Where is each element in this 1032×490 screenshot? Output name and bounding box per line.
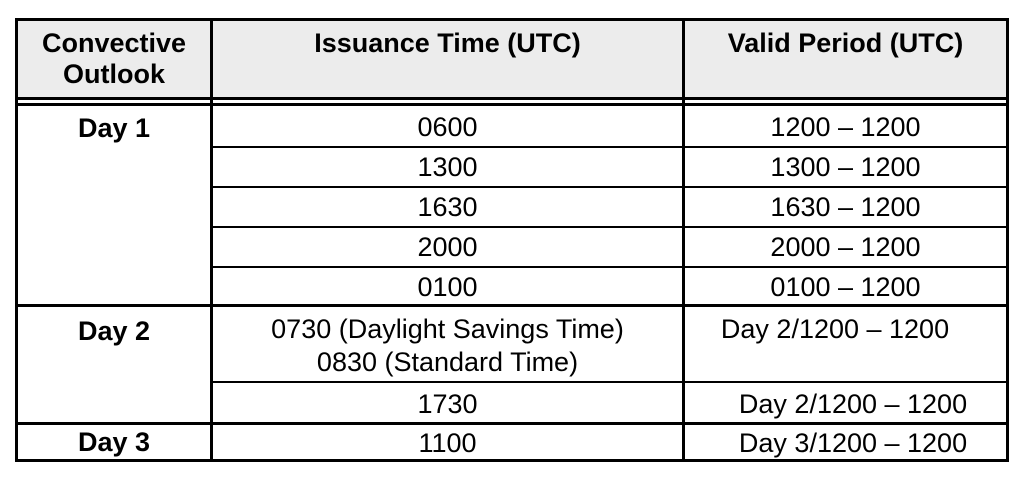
issuance-cell: 0600 <box>417 112 478 142</box>
row-divider <box>213 381 1006 383</box>
header-divider <box>18 97 1006 100</box>
header-valid-period: Valid Period (UTC) <box>685 21 1006 97</box>
row-divider <box>213 186 1006 188</box>
valid-cell: 2000 – 1200 <box>770 232 921 262</box>
group-day-3: Day 3 <box>77 427 151 457</box>
row-divider <box>213 146 1006 148</box>
issuance-cell: 1300 <box>417 152 478 182</box>
row-divider <box>213 226 1006 228</box>
issuance-cell: 2000 <box>417 232 478 262</box>
issuance-cell: 1730 <box>417 389 478 419</box>
group-divider <box>18 304 1006 307</box>
column-divider <box>682 21 685 459</box>
valid-cell: Day 3/1200 – 1200 <box>738 428 968 458</box>
convective-outlook-table: Convective Outlook Issuance Time (UTC) V… <box>15 18 1009 462</box>
valid-cell: Day 2/1200 – 1200 <box>738 389 968 419</box>
issuance-cell: 0100 <box>417 272 478 302</box>
header-convective-outlook: Convective Outlook <box>18 21 210 97</box>
valid-cell: 0100 – 1200 <box>770 272 921 302</box>
valid-cell: 1300 – 1200 <box>770 152 921 182</box>
group-day-1: Day 1 <box>77 113 151 143</box>
issuance-cell: 1100 <box>418 428 477 458</box>
valid-cell: Day 2/1200 – 1200 <box>720 314 950 344</box>
issuance-cell: 0730 (Daylight Savings Time) 0830 (Stand… <box>271 314 624 377</box>
group-divider <box>18 422 1006 425</box>
valid-cell: 1630 – 1200 <box>770 192 921 222</box>
column-divider <box>210 21 213 459</box>
header-divider <box>18 103 1006 106</box>
group-day-2: Day 2 <box>77 316 151 346</box>
header-issuance-time: Issuance Time (UTC) <box>213 21 682 97</box>
row-divider <box>213 266 1006 268</box>
issuance-cell: 1630 <box>417 192 478 222</box>
valid-cell: 1200 – 1200 <box>770 112 921 142</box>
